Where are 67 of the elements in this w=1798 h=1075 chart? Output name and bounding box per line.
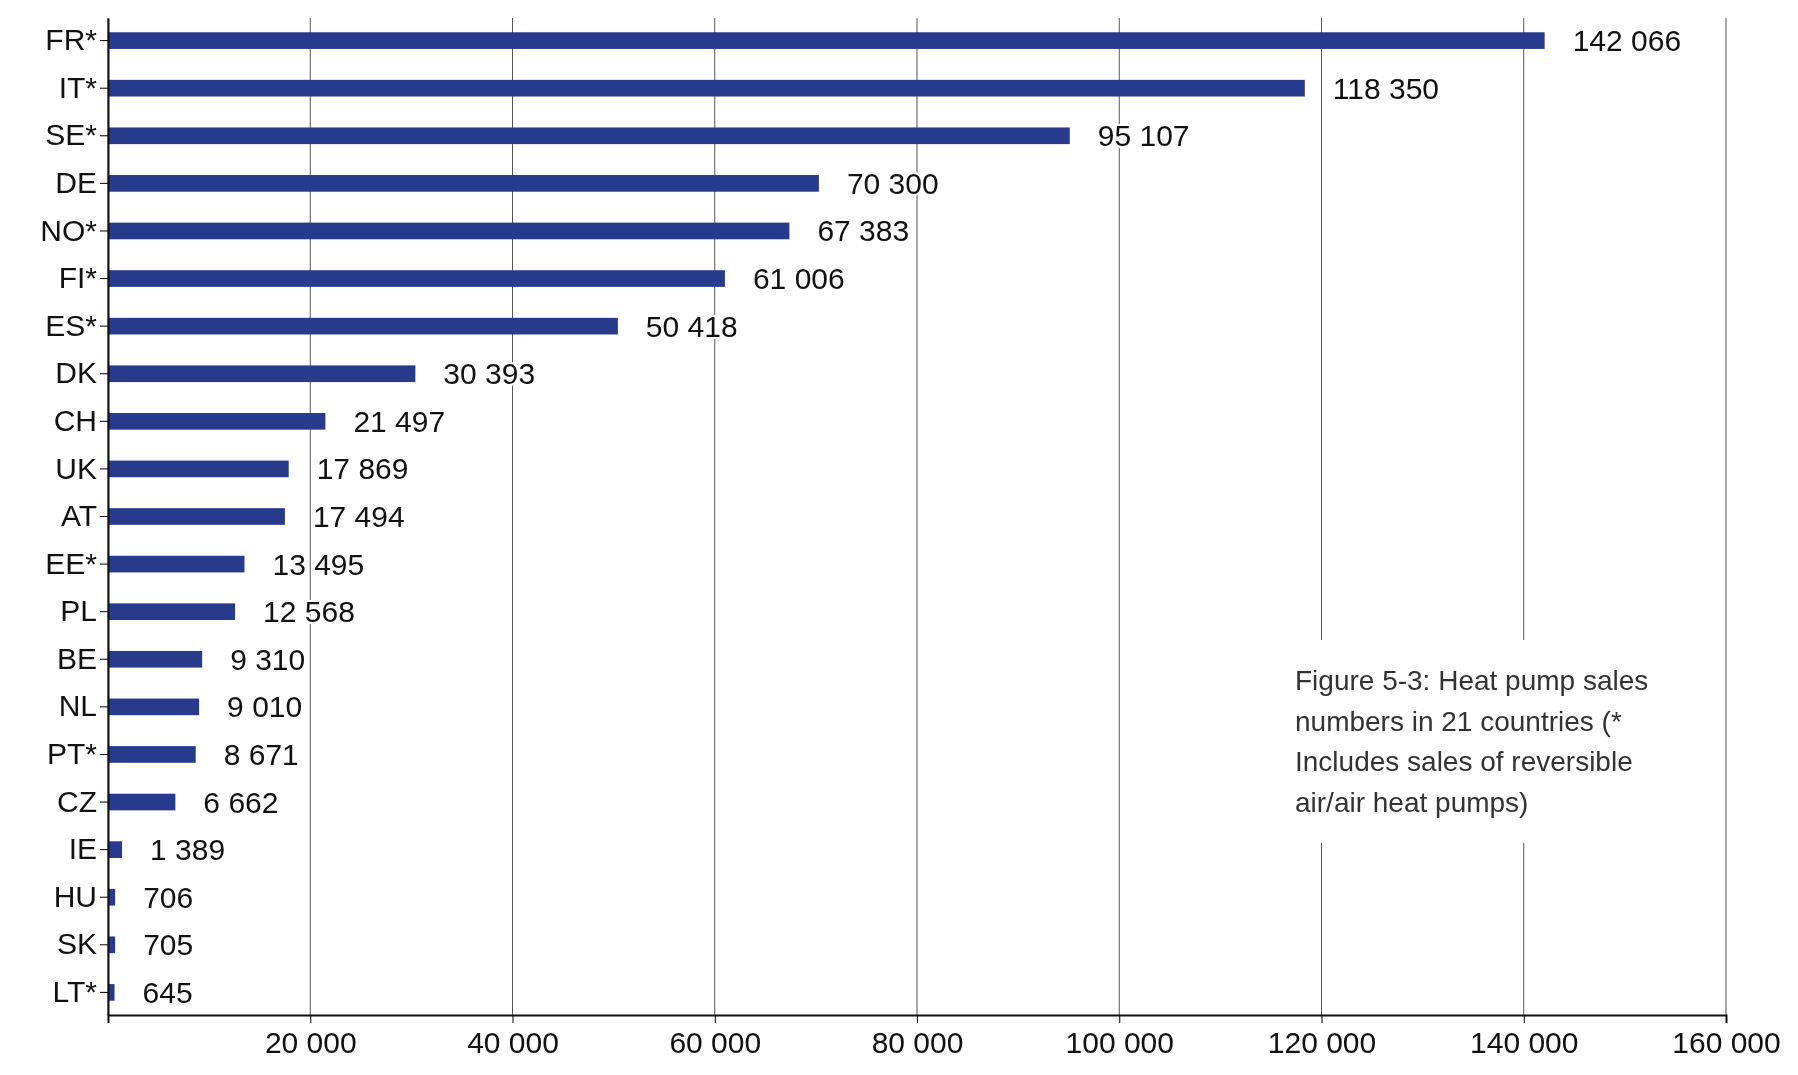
bar: [108, 603, 236, 621]
y-tick-label: DE: [55, 165, 97, 199]
y-tick-label: UK: [55, 451, 97, 485]
data-label: 8 671: [223, 737, 299, 771]
x-tick-label: 20 000: [264, 1026, 357, 1059]
bar: [108, 270, 725, 287]
bar: [108, 317, 618, 335]
bar: [108, 508, 285, 525]
bar: [108, 365, 416, 383]
y-tick-label: CZ: [57, 784, 97, 818]
y-tick-label: FI*: [58, 261, 98, 295]
bar: [108, 79, 1305, 97]
data-label: 645: [142, 975, 193, 1009]
data-label: 17 494: [312, 500, 405, 533]
bar: [108, 460, 289, 478]
data-label: 17 869: [316, 452, 409, 486]
y-tick-label: IE: [68, 832, 97, 866]
bar: [108, 32, 1545, 49]
y-tick-label: BE: [56, 641, 97, 675]
x-tick-label: 140 000: [1470, 1026, 1579, 1059]
data-label: 142 066: [1572, 24, 1682, 58]
y-tick-label: NL: [58, 689, 97, 723]
y-tick-label: DK: [55, 356, 97, 390]
data-label: 705: [143, 928, 194, 962]
y-tick-label: HU: [53, 879, 97, 913]
y-tick-label: PT*: [46, 737, 98, 771]
data-label: 9 010: [227, 690, 303, 724]
y-tick-label: CH: [53, 403, 97, 437]
x-tick-label: 160 000: [1672, 1026, 1781, 1059]
data-label: 1 389: [150, 833, 226, 867]
x-tick-label: 40 000: [467, 1026, 559, 1059]
y-tick-label: PL: [60, 594, 97, 628]
bar: [108, 555, 245, 573]
y-tick-label: EE*: [45, 546, 98, 580]
y-tick-label: NO*: [40, 213, 98, 247]
bar: [108, 793, 176, 811]
data-label: 50 418: [645, 309, 738, 343]
data-label: 9 310: [230, 642, 306, 676]
annotation: Figure 5-3: Heat pump sales numbers in 21 countries (* Includes sales of reversible air/air heat pumps): [1295, 665, 1649, 818]
data-label: 6 662: [203, 785, 279, 819]
y-tick-label: IT*: [58, 70, 98, 104]
bar: [108, 650, 203, 668]
data-label: 70 300: [846, 166, 939, 200]
data-label: 95 107: [1097, 119, 1190, 153]
bar: [108, 412, 326, 430]
data-label: 12 568: [263, 595, 355, 629]
bar: [108, 698, 200, 716]
bar: [108, 222, 790, 240]
y-tick-label: AT: [60, 499, 97, 533]
y-tick-label: FR*: [45, 23, 98, 57]
bar: [108, 127, 1070, 145]
data-label: 118 350: [1332, 71, 1440, 105]
x-tick-label: 60 000: [669, 1026, 762, 1059]
data-label: 67 383: [817, 214, 910, 248]
y-tick-label: LT*: [52, 974, 98, 1008]
x-tick-label: 100 000: [1065, 1026, 1174, 1059]
bar: [108, 746, 196, 763]
data-label: 13 495: [272, 547, 365, 581]
data-label: 21 497: [353, 404, 446, 438]
y-tick-label: SK: [56, 927, 97, 961]
y-tick-label: SE*: [45, 118, 98, 152]
data-label: 706: [143, 880, 194, 914]
x-tick-label: 120 000: [1267, 1026, 1377, 1059]
data-label: 61 006: [752, 262, 845, 296]
x-tick-label: 80 000: [871, 1026, 964, 1059]
y-tick-label: ES*: [45, 308, 98, 342]
bar: [108, 175, 819, 192]
